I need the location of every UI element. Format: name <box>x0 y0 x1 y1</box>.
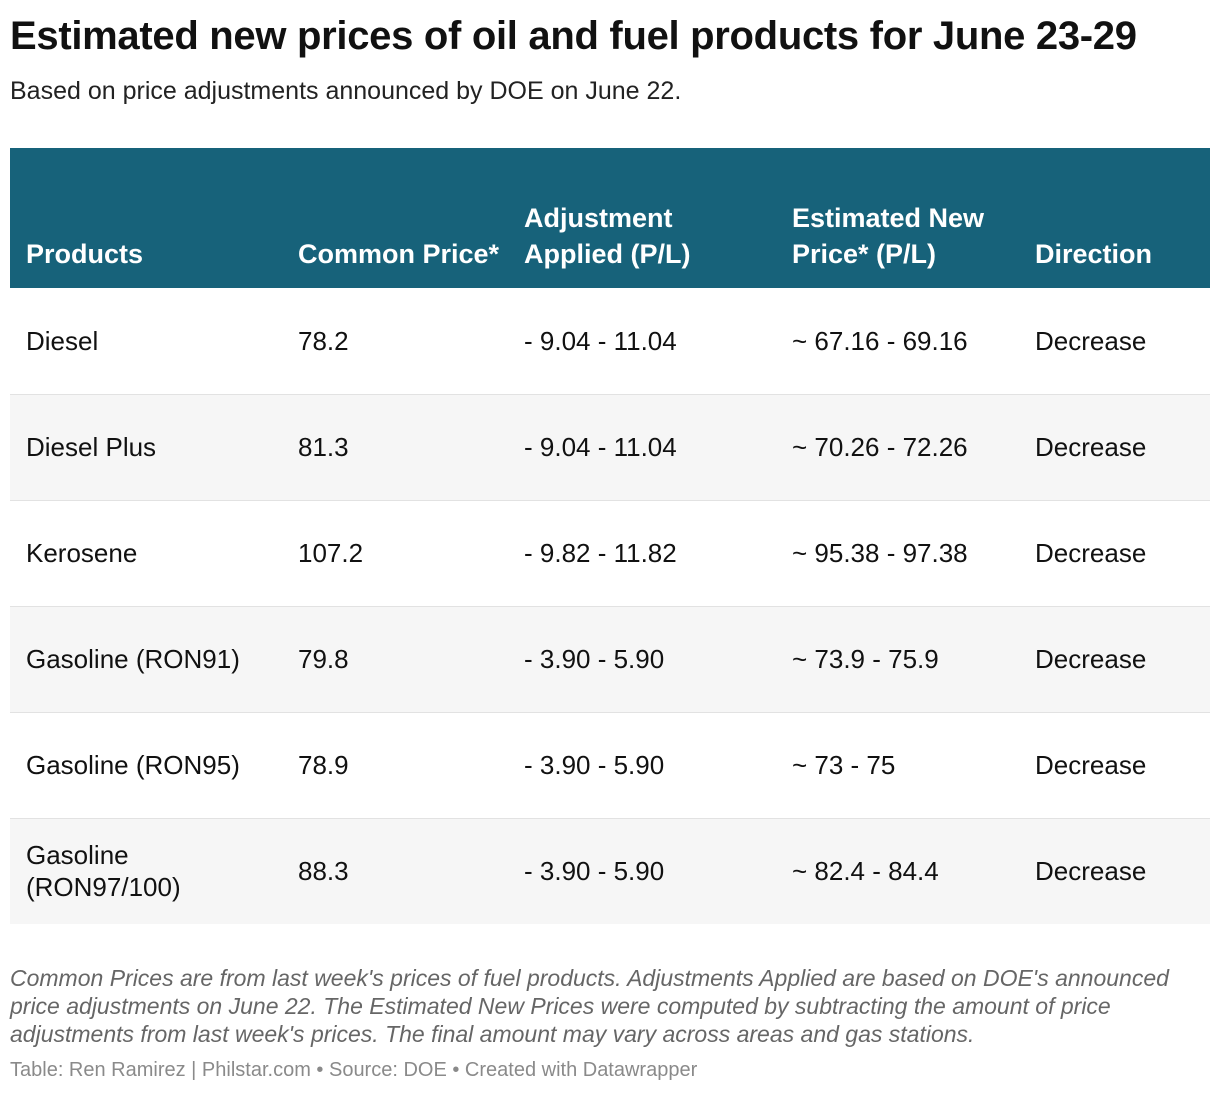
price-table: Products Common Price* Adjustment Applie… <box>10 148 1210 924</box>
cell-adjustment: - 3.90 - 5.90 <box>508 712 776 819</box>
table-header-row: Products Common Price* Adjustment Applie… <box>10 148 1210 288</box>
table-notes: Common Prices are from last week's price… <box>10 965 1169 1047</box>
cell-direction: Decrease <box>1019 712 1210 819</box>
col-header-adjustment: Adjustment Applied (P/L) <box>524 203 691 269</box>
cell-common-price: 107.2 <box>282 500 508 607</box>
cell-product: Diesel Plus <box>10 394 282 501</box>
table-row: Gasoline (RON95) 78.9- 3.90 - 5.90 ~ 73 - … <box>10 712 1210 819</box>
cell-common-price: 81.3 <box>282 394 508 501</box>
cell-adjustment: - 9.04 - 11.04 <box>508 288 776 395</box>
cell-direction: Decrease <box>1019 606 1210 713</box>
chart-title: Estimated new prices of oil and fuel pro… <box>10 14 1137 58</box>
col-header-direction: Direction <box>1035 239 1153 269</box>
cell-estimated-price: ~ 82.4 - 84.4 <box>776 818 1019 924</box>
cell-estimated-price: ~ 73.9 - 75.9 <box>776 606 1019 713</box>
cell-estimated-price: ~ 70.26 - 72.26 <box>776 394 1019 501</box>
col-header-common-price: Common Price* <box>298 239 500 269</box>
cell-common-price: 78.9 <box>282 712 508 819</box>
cell-product: Diesel <box>10 288 282 395</box>
cell-product: Gasoline (RON97/100) <box>10 818 282 924</box>
cell-product: Kerosene <box>10 500 282 607</box>
cell-adjustment: - 3.90 - 5.90 <box>508 818 776 924</box>
cell-adjustment: - 9.04 - 11.04 <box>508 394 776 501</box>
cell-direction: Decrease <box>1019 394 1210 501</box>
cell-direction: Decrease <box>1019 818 1210 924</box>
cell-common-price: 78.2 <box>282 288 508 395</box>
cell-common-price: 88.3 <box>282 818 508 924</box>
table-row: Gasoline (RON91) 79.8- 3.90 - 5.90 ~ 73.9 … <box>10 606 1210 713</box>
cell-product: Gasoline (RON91) <box>10 606 282 713</box>
cell-estimated-price: ~ 73 - 75 <box>776 712 1019 819</box>
col-header-products: Products <box>26 239 144 269</box>
cell-common-price: 79.8 <box>282 606 508 713</box>
cell-direction: Decrease <box>1019 500 1210 607</box>
table-body: Diesel 78.2- 9.04 - 11.04 ~ 67.16 - 69.16 D… <box>10 288 1210 924</box>
table-row: Gasoline (RON97/100) 88.3- 3.90 - 5.90 ~ 8… <box>10 818 1210 924</box>
table-row: Diesel 78.2- 9.04 - 11.04 ~ 67.16 - 69.16 D… <box>10 288 1210 395</box>
cell-estimated-price: ~ 67.16 - 69.16 <box>776 288 1019 395</box>
cell-estimated-price: ~ 95.38 - 97.38 <box>776 500 1019 607</box>
cell-product: Gasoline (RON95) <box>10 712 282 819</box>
table-row: Diesel Plus 81.3- 9.04 - 11.04 ~ 70.26 - 7… <box>10 394 1210 501</box>
table-row: Kerosene 107.2- 9.82 - 11.82 ~ 95.38 - 97.… <box>10 500 1210 607</box>
cell-adjustment: - 3.90 - 5.90 <box>508 606 776 713</box>
byline: Table: Ren Ramirez | Philstar.com • Sour… <box>10 1059 698 1081</box>
cell-adjustment: - 9.82 - 11.82 <box>508 500 776 607</box>
col-header-estimated-price: Estimated New Price* (P/L) <box>792 203 985 269</box>
cell-direction: Decrease <box>1019 288 1210 395</box>
chart-subtitle: Based on price adjustments announced by … <box>10 77 682 105</box>
